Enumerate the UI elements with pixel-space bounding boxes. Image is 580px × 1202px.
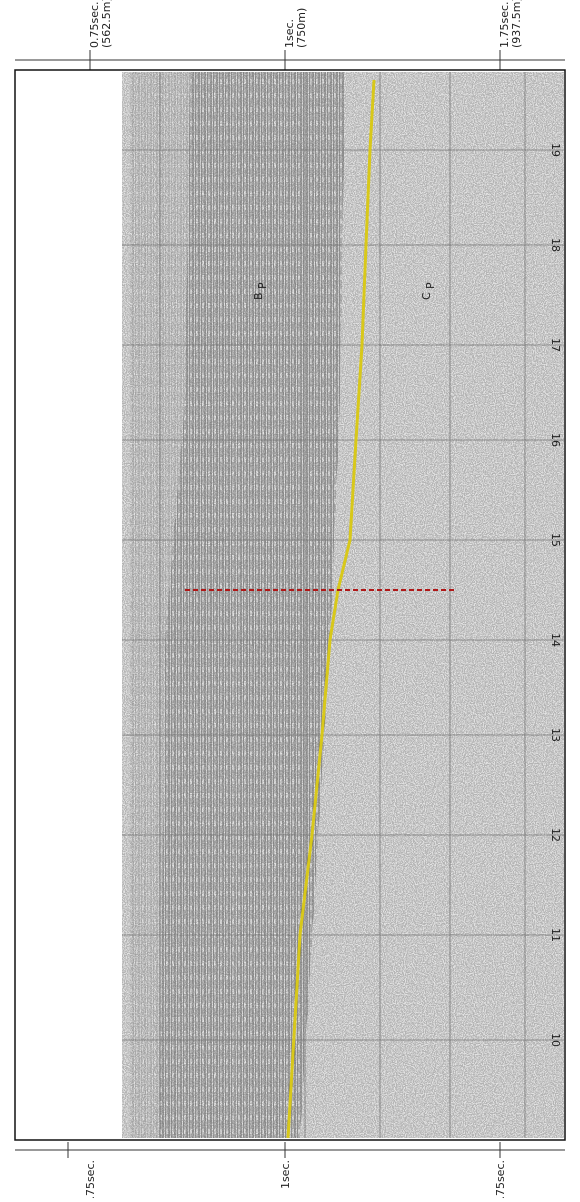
axis-time-label: 1sec.: [279, 1160, 292, 1189]
axis-depth-label: (937.5m): [510, 0, 523, 48]
shot-point-label: 10: [549, 1033, 562, 1047]
axis-depth-label: (750m): [295, 8, 308, 48]
shot-point-label: 18: [549, 238, 562, 252]
seismic-section: 0.75sec. (562.5m) 1sec. (750m) 1.75sec. (937.…: [0, 0, 580, 1198]
shot-point-label: 12: [549, 828, 562, 842]
axis-time-label: 1.75sec.: [494, 1160, 507, 1198]
horizon-letter: C: [420, 292, 433, 300]
shot-point-label: 14: [549, 633, 562, 647]
horizon-sub: P: [256, 282, 269, 289]
shot-point-label: 16: [549, 433, 562, 447]
shot-point-label: 15: [549, 533, 562, 547]
shot-point-label: 11: [549, 928, 562, 942]
horizon-sub: P: [424, 282, 437, 289]
shot-point-label: 17: [549, 338, 562, 352]
axis-time-label: 0.75sec.: [84, 1160, 97, 1198]
horizon-letter: B: [252, 292, 265, 300]
shot-point-label: 19: [549, 143, 562, 157]
page: 0.75sec. (562.5m) 1sec. (750m) 1.75sec. (937.…: [0, 0, 580, 1198]
axis-depth-label: (562.5m): [100, 0, 113, 48]
shot-point-label: 13: [549, 728, 562, 742]
